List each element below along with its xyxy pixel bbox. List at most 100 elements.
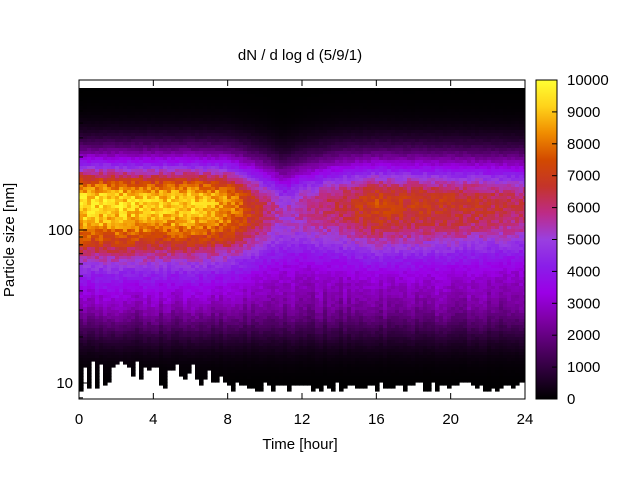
heatmap-cell	[135, 139, 140, 143]
heatmap-cell	[211, 166, 216, 170]
heatmap-cell	[255, 367, 260, 371]
heatmap-cell	[195, 115, 200, 119]
heatmap-cell	[203, 364, 208, 368]
heatmap-cell	[235, 133, 240, 137]
heatmap-cell	[243, 331, 248, 335]
heatmap-cell	[127, 307, 132, 311]
heatmap-cell	[283, 106, 288, 110]
heatmap-cell	[151, 118, 156, 122]
heatmap-cell	[115, 145, 120, 149]
heatmap-cell	[255, 151, 260, 155]
heatmap-cell	[91, 328, 96, 332]
heatmap-cell	[231, 169, 236, 173]
heatmap-cell	[243, 112, 248, 116]
heatmap-cell	[159, 259, 164, 263]
heatmap-cell	[195, 124, 200, 128]
heatmap-cell	[163, 277, 168, 281]
heatmap-cell	[207, 295, 212, 299]
heatmap-cell	[139, 178, 144, 182]
heatmap-cell	[143, 148, 148, 152]
heatmap-cell	[187, 106, 192, 110]
heatmap-cell	[259, 385, 264, 389]
heatmap-cell	[243, 298, 248, 302]
heatmap-cell	[255, 376, 260, 380]
heatmap-cell	[159, 220, 164, 224]
heatmap-cell	[215, 334, 220, 338]
heatmap-cell	[111, 175, 116, 179]
heatmap-cell	[203, 274, 208, 278]
heatmap-cell	[219, 100, 224, 104]
heatmap-cell	[107, 304, 112, 308]
heatmap-cell	[239, 373, 244, 377]
heatmap-cell	[275, 271, 280, 275]
heatmap-cell	[123, 124, 128, 128]
heatmap-cell	[215, 325, 220, 329]
heatmap-cell	[183, 313, 188, 317]
heatmap-cell	[247, 247, 252, 251]
heatmap-cell	[127, 220, 132, 224]
heatmap-cell	[279, 355, 284, 359]
heatmap-cell	[107, 148, 112, 152]
heatmap-cell	[175, 172, 180, 176]
heatmap-cell	[191, 268, 196, 272]
heatmap-cell	[195, 361, 200, 365]
heatmap-cell	[115, 181, 120, 185]
heatmap-cell	[247, 121, 252, 125]
heatmap-cell	[263, 244, 268, 248]
heatmap-cell	[135, 157, 140, 161]
heatmap-cell	[243, 118, 248, 122]
heatmap-cell	[87, 106, 92, 110]
heatmap-cell	[103, 121, 108, 125]
heatmap-cell	[235, 100, 240, 104]
heatmap-cell	[243, 382, 248, 386]
heatmap-cell	[139, 181, 144, 185]
heatmap-cell	[259, 298, 264, 302]
heatmap-cell	[139, 280, 144, 284]
heatmap-cell	[195, 151, 200, 155]
heatmap-cell	[251, 187, 256, 191]
heatmap-cell	[199, 322, 204, 326]
heatmap-cell	[159, 382, 164, 386]
heatmap-cell	[231, 136, 236, 140]
heatmap-cell	[79, 139, 84, 143]
heatmap-cell	[207, 220, 212, 224]
heatmap-cell	[147, 223, 152, 227]
heatmap-cell	[235, 178, 240, 182]
heatmap-cell	[159, 226, 164, 230]
heatmap-cell	[147, 304, 152, 308]
heatmap-cell	[131, 157, 136, 161]
heatmap-cell	[255, 319, 260, 323]
heatmap-cell	[159, 325, 164, 329]
heatmap-cell	[119, 181, 124, 185]
heatmap-cell	[275, 91, 280, 95]
heatmap-cell	[147, 160, 152, 164]
heatmap-cell	[115, 277, 120, 281]
heatmap-cell	[87, 118, 92, 122]
heatmap-cell	[115, 211, 120, 215]
heatmap-cell	[271, 169, 276, 173]
heatmap-cell	[247, 130, 252, 134]
heatmap-cell	[235, 373, 240, 377]
heatmap-cell	[235, 304, 240, 308]
heatmap-cell	[255, 370, 260, 374]
heatmap-cell	[115, 148, 120, 152]
heatmap-cell	[239, 379, 244, 383]
heatmap-cell	[99, 295, 104, 299]
heatmap-cell	[107, 292, 112, 296]
heatmap-cell	[199, 253, 204, 257]
heatmap-cell	[151, 97, 156, 101]
heatmap-cell	[139, 172, 144, 176]
heatmap-cell	[199, 100, 204, 104]
heatmap-cell	[163, 175, 168, 179]
heatmap-cell	[203, 184, 208, 188]
heatmap-cell	[167, 133, 172, 137]
heatmap-cell	[119, 343, 124, 347]
heatmap-cell	[131, 211, 136, 215]
heatmap-cell	[159, 373, 164, 377]
heatmap-cell	[179, 307, 184, 311]
heatmap-cell	[147, 241, 152, 245]
heatmap-cell	[171, 298, 176, 302]
heatmap-cell	[223, 325, 228, 329]
heatmap-cell	[255, 292, 260, 296]
heatmap-cell	[155, 184, 160, 188]
